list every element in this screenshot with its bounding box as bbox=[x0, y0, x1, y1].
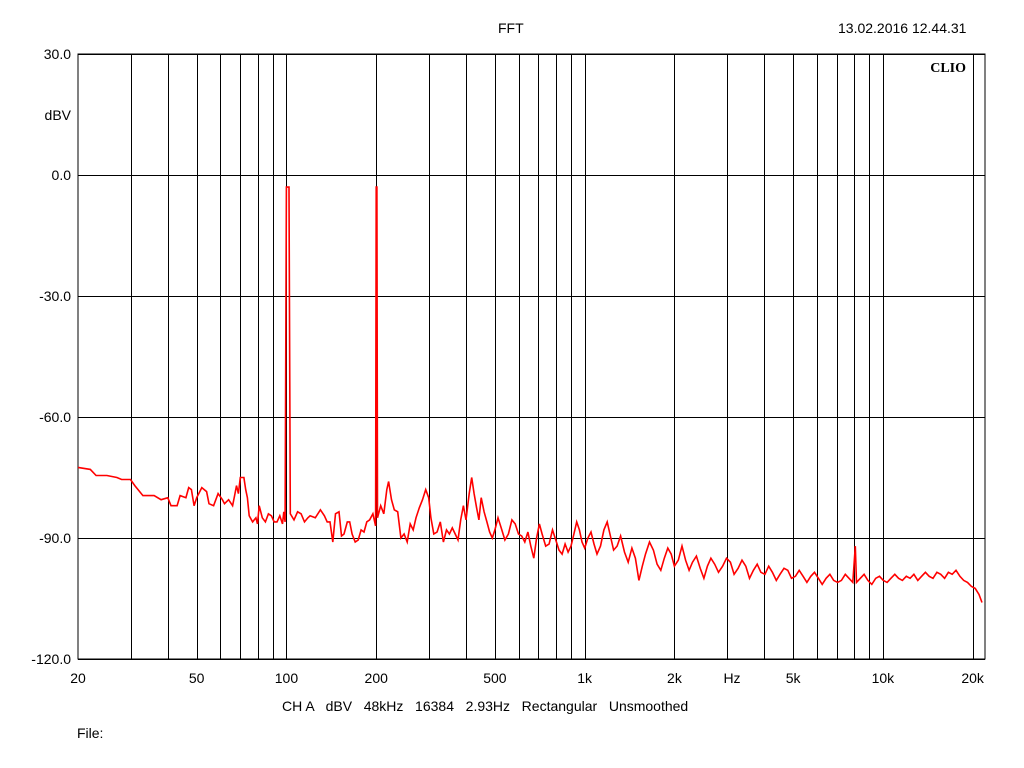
x-tick-label: 20 bbox=[70, 670, 86, 686]
x-tick-label: 500 bbox=[483, 670, 507, 686]
y-tick-label: -60.0 bbox=[39, 409, 71, 425]
file-label: File: bbox=[77, 725, 104, 741]
measurement-settings: CH A dBV 48kHz 16384 2.93Hz Rectangular … bbox=[282, 698, 689, 714]
x-tick-label: 5k bbox=[786, 670, 802, 686]
x-tick-label: 50 bbox=[189, 670, 205, 686]
y-tick-label: -90.0 bbox=[39, 530, 71, 546]
fft-trace-line bbox=[77, 186, 983, 603]
tick-labels: 30.0 0.0 -30.0 -60.0 -90.0 -120.0 20 50 100 200 50… bbox=[31, 46, 985, 686]
x-tick-label: 10k bbox=[872, 670, 896, 686]
x-axis-label: Hz bbox=[723, 670, 740, 686]
trace-layer bbox=[77, 186, 983, 603]
clio-logo: CLIO bbox=[930, 61, 966, 76]
chart-title: FFT bbox=[498, 20, 524, 36]
plot-frame bbox=[77, 53, 986, 660]
timestamp: 13.02.2016 12.44.31 bbox=[838, 20, 967, 36]
grid bbox=[78, 54, 985, 660]
x-tick-label: 20k bbox=[961, 670, 985, 686]
y-tick-label: 0.0 bbox=[52, 167, 72, 183]
y-tick-label: -30.0 bbox=[39, 288, 71, 304]
y-tick-label: 30.0 bbox=[44, 46, 71, 62]
x-tick-label: 100 bbox=[275, 670, 299, 686]
x-tick-label: 1k bbox=[577, 670, 593, 686]
x-tick-label: 2k bbox=[667, 670, 683, 686]
x-tick-label: 200 bbox=[365, 670, 389, 686]
y-axis-label: dBV bbox=[45, 107, 72, 123]
y-tick-label: -120.0 bbox=[31, 651, 71, 667]
